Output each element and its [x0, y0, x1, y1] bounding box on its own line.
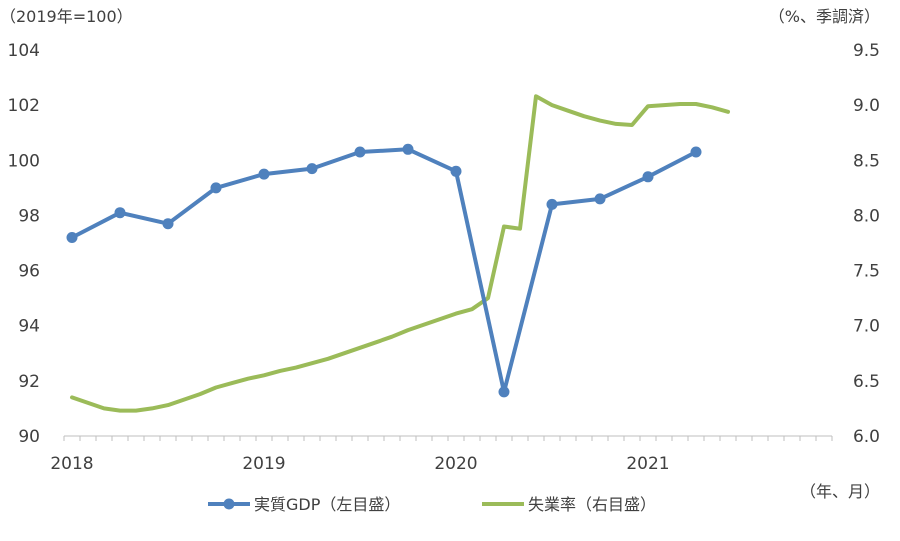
legend-item-unemployment: 失業率（右目盛） — [482, 495, 656, 514]
legend: 実質GDP（左目盛） 失業率（右目盛） — [208, 495, 656, 514]
gdp-data-point — [66, 232, 78, 243]
gdp-data-point — [354, 146, 366, 158]
right-tick-label: 9.0 — [853, 96, 880, 116]
left-tick-label: 102 — [8, 96, 40, 116]
gdp-data-point — [546, 198, 558, 210]
right-tick-label: 7.5 — [853, 262, 880, 282]
gdp-data-point — [450, 165, 462, 177]
left-tick-label: 92 — [18, 372, 40, 392]
right-tick-label: 8.5 — [853, 151, 880, 171]
x-tick-label: 2018 — [50, 454, 93, 474]
x-tick-label: 2021 — [626, 454, 669, 474]
left-axis: 90 92 94 96 98 100 102 104 — [8, 41, 40, 447]
gdp-data-point — [690, 146, 702, 158]
gdp-series-line — [70, 147, 698, 394]
right-tick-label: 6.5 — [853, 372, 880, 392]
legend-unemployment-label: 失業率（右目盛） — [528, 495, 656, 514]
x-tick-label: 2019 — [242, 454, 285, 474]
x-tick-label: 2020 — [434, 454, 477, 474]
gdp-data-point — [642, 171, 654, 183]
gdp-data-point — [402, 143, 414, 155]
left-tick-label: 94 — [18, 317, 40, 337]
gdp-data-point — [210, 182, 222, 194]
right-tick-label: 7.0 — [853, 317, 880, 337]
gdp-data-point — [114, 207, 126, 219]
unemployment-series-line — [70, 94, 730, 413]
gdp-data-point — [162, 218, 174, 230]
legend-item-gdp: 実質GDP（左目盛） — [208, 495, 400, 514]
x-axis-unit: （年、月） — [800, 482, 880, 501]
left-tick-label: 96 — [18, 262, 40, 282]
left-tick-label: 98 — [18, 206, 40, 226]
left-tick-label: 100 — [8, 151, 40, 171]
right-tick-label: 8.0 — [853, 206, 880, 226]
right-tick-label: 6.0 — [853, 427, 880, 447]
legend-gdp-marker — [223, 498, 235, 510]
gdp-data-point — [594, 193, 606, 205]
left-axis-unit: （2019年=100） — [0, 7, 133, 26]
x-axis: 2018 2019 2020 2021 — [50, 435, 833, 474]
gdp-data-point — [258, 168, 270, 180]
right-axis-unit: （%、季調済） — [769, 7, 880, 26]
left-tick-label: 104 — [8, 41, 40, 61]
gdp-data-point — [306, 163, 318, 175]
right-axis: 6.0 6.5 7.0 7.5 8.0 8.5 9.0 9.5 — [853, 41, 880, 447]
right-tick-label: 9.5 — [853, 41, 880, 61]
legend-gdp-label: 実質GDP（左目盛） — [254, 495, 400, 514]
gdp-data-point — [498, 386, 510, 398]
plot-area — [66, 94, 730, 413]
left-tick-label: 90 — [18, 427, 40, 447]
